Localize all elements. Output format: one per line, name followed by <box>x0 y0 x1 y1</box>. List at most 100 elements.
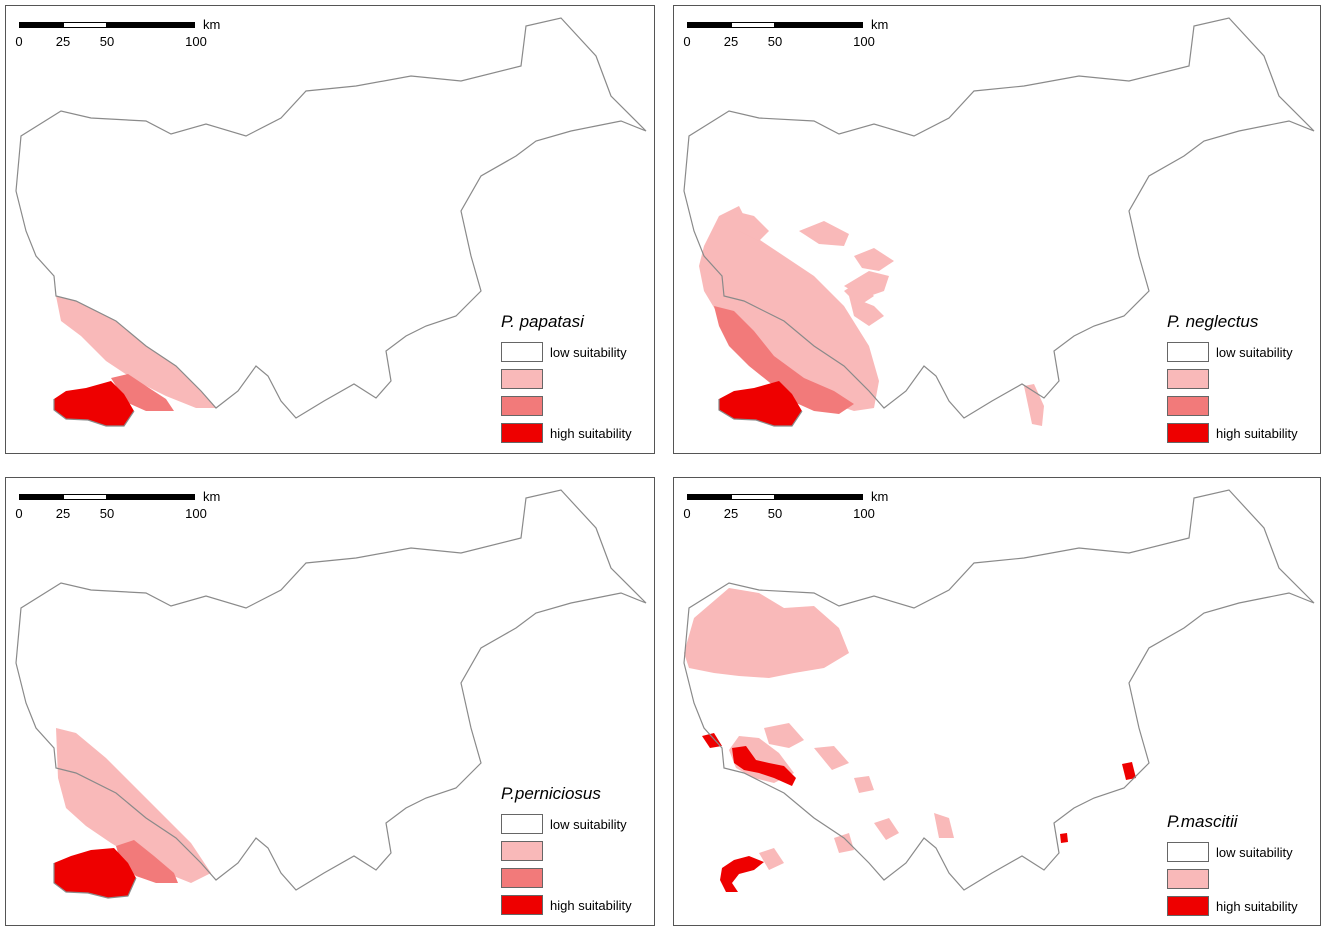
legend-item: high suitability <box>501 423 632 443</box>
scale-tick: 0 <box>15 34 23 49</box>
zone-medium-high <box>116 840 178 883</box>
zone-medium-low <box>799 221 849 246</box>
scale-tick: 100 <box>853 506 875 521</box>
legend: P.mascitii low suitability high suitabil… <box>1167 812 1298 923</box>
legend-swatch <box>1167 423 1209 443</box>
country-outline <box>683 17 1315 427</box>
scale-tick: 50 <box>99 506 115 521</box>
species-title: P.mascitii <box>1167 812 1238 831</box>
legend-item: low suitability <box>1167 842 1298 862</box>
legend-swatch <box>1167 369 1209 389</box>
scale-tick: 25 <box>723 506 739 521</box>
legend-swatch <box>1167 396 1209 416</box>
zone-high <box>1122 762 1136 780</box>
legend-item: high suitability <box>1167 896 1298 916</box>
zone-medium-low <box>764 723 804 748</box>
scale-unit: km <box>203 17 221 32</box>
scale-tick: 100 <box>185 34 207 49</box>
legend-label: high suitability <box>1216 425 1298 441</box>
legend-item: high suitability <box>1167 423 1298 443</box>
legend-label: low suitability <box>550 816 627 832</box>
zone-medium-high <box>714 306 854 414</box>
legend-label: low suitability <box>1216 844 1293 860</box>
scale-tick: 50 <box>99 34 115 49</box>
legend: P. neglectus low suitability high suitab… <box>1167 312 1298 450</box>
legend-swatch <box>501 814 543 834</box>
zone-medium-low <box>814 746 849 770</box>
zone-medium-low <box>56 296 216 408</box>
zone-high <box>732 746 796 786</box>
legend-item <box>1167 369 1298 389</box>
legend-swatch <box>501 369 543 389</box>
legend-item <box>501 841 632 861</box>
legend-item: low suitability <box>501 342 632 362</box>
scale-unit: km <box>203 489 221 504</box>
zone-medium-low <box>934 813 954 838</box>
scale-bar: 0 25 50 100 km <box>683 14 888 54</box>
scale-tick: 100 <box>853 34 875 49</box>
scale-unit: km <box>871 17 889 32</box>
species-title: P. papatasi <box>501 312 584 331</box>
country-outline <box>15 17 647 427</box>
scale-tick: 25 <box>723 34 739 49</box>
zone-high <box>719 381 802 426</box>
suitability-map <box>15 489 647 899</box>
zone-medium-low <box>854 248 894 271</box>
map-panel-mascitii: 0 25 50 100 km P.mascitii low suitabilit… <box>673 477 1321 926</box>
legend-item <box>501 868 632 888</box>
legend-item: high suitability <box>501 895 632 915</box>
zone-medium-low <box>844 271 889 298</box>
zone-medium-low <box>854 776 874 793</box>
species-title: P.perniciosus <box>501 784 601 803</box>
country-outline <box>683 489 1315 891</box>
legend-item <box>501 396 632 416</box>
legend-swatch <box>1167 869 1209 889</box>
scale-tick: 50 <box>767 506 783 521</box>
legend-swatch <box>501 342 543 362</box>
scale-tick: 25 <box>55 34 71 49</box>
scale-bar: 0 25 50 100 km <box>15 486 220 526</box>
legend: P.perniciosus low suitability high suita… <box>501 784 632 922</box>
legend-swatch <box>1167 842 1209 862</box>
zone-high <box>1060 833 1068 843</box>
scale-unit: km <box>871 489 889 504</box>
scale-bar: 0 25 50 100 km <box>15 14 220 54</box>
map-panel-papatasi: 0 25 50 100 km P. papatasi low suitabili… <box>5 5 655 454</box>
legend-label: high suitability <box>550 425 632 441</box>
zone-medium-low <box>874 818 899 840</box>
scale-tick: 0 <box>15 506 23 521</box>
zone-medium-low <box>759 848 784 870</box>
scale-tick: 0 <box>683 34 691 49</box>
zone-high <box>702 733 722 748</box>
suitability-map <box>683 489 1315 892</box>
scale-tick: 50 <box>767 34 783 49</box>
map-panel-perniciosus: 0 25 50 100 km P.perniciosus low suitabi… <box>5 477 655 926</box>
zone-medium-low <box>834 833 854 853</box>
zone-high <box>720 856 764 892</box>
legend-item <box>1167 396 1298 416</box>
zone-medium-low <box>56 728 211 883</box>
legend-label: low suitability <box>550 344 627 360</box>
legend-swatch <box>1167 896 1209 916</box>
zone-medium-low <box>1024 384 1044 426</box>
scale-tick: 25 <box>55 506 71 521</box>
legend-swatch <box>501 895 543 915</box>
legend-swatch <box>501 396 543 416</box>
species-title: P. neglectus <box>1167 312 1259 331</box>
legend-item <box>501 369 632 389</box>
zone-medium-low <box>684 588 849 678</box>
suitability-map <box>683 17 1315 427</box>
zone-high <box>54 848 136 898</box>
map-panel-neglectus: 0 25 50 100 km P. neglectus low suitabil… <box>673 5 1321 454</box>
legend-item <box>1167 869 1298 889</box>
zone-high <box>54 381 134 426</box>
legend-label: low suitability <box>1216 344 1293 360</box>
scale-bar: 0 25 50 100 km <box>683 486 888 526</box>
scale-tick: 100 <box>185 506 207 521</box>
legend-item: low suitability <box>501 814 632 834</box>
scale-tick: 0 <box>683 506 691 521</box>
legend-item: low suitability <box>1167 342 1298 362</box>
zone-medium-low <box>849 296 884 326</box>
zone-medium-low <box>734 211 769 241</box>
legend: P. papatasi low suitability high suitabi… <box>501 312 632 450</box>
